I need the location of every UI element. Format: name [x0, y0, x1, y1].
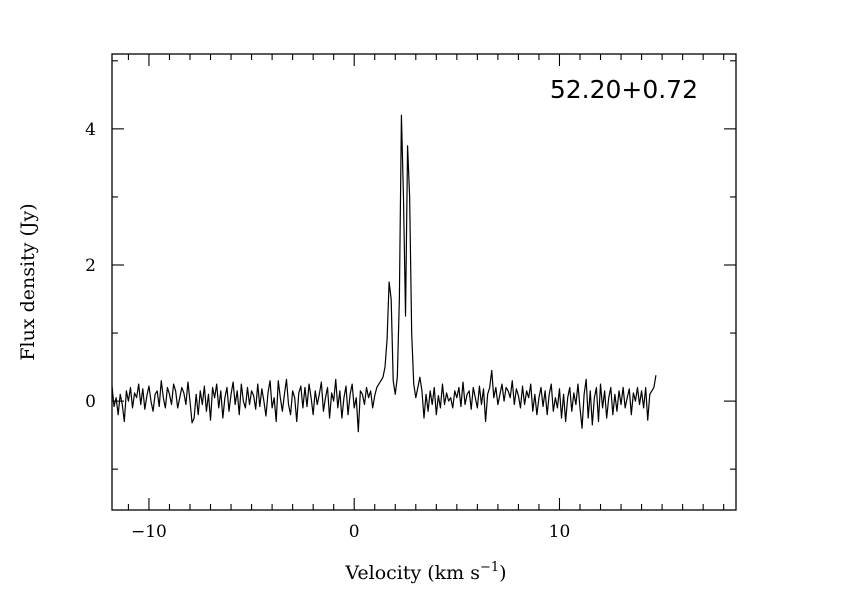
- axis-ticks: [112, 54, 736, 510]
- series-line: [111, 114, 657, 433]
- plot-frame: [111, 53, 737, 511]
- x-axis-label-superscript: −1: [480, 560, 499, 575]
- x-tick-label: 10: [549, 522, 571, 542]
- y-axis-label: Flux density (Jy): [17, 203, 39, 360]
- y-tick-label: 4: [85, 120, 96, 140]
- source-annotation: 52.20+0.72: [550, 75, 698, 104]
- x-axis-label-tail: ): [499, 562, 506, 584]
- y-tick-label: 0: [85, 392, 96, 412]
- x-tick-label: 0: [349, 522, 360, 542]
- x-tick-label: −10: [131, 522, 167, 542]
- axis-tick-labels: −10 0 10 0 2 4: [85, 120, 570, 542]
- y-tick-label: 2: [85, 256, 96, 276]
- x-axis-label-main: Velocity (km s: [344, 562, 480, 584]
- x-axis-label: Velocity (km s−1): [344, 560, 506, 584]
